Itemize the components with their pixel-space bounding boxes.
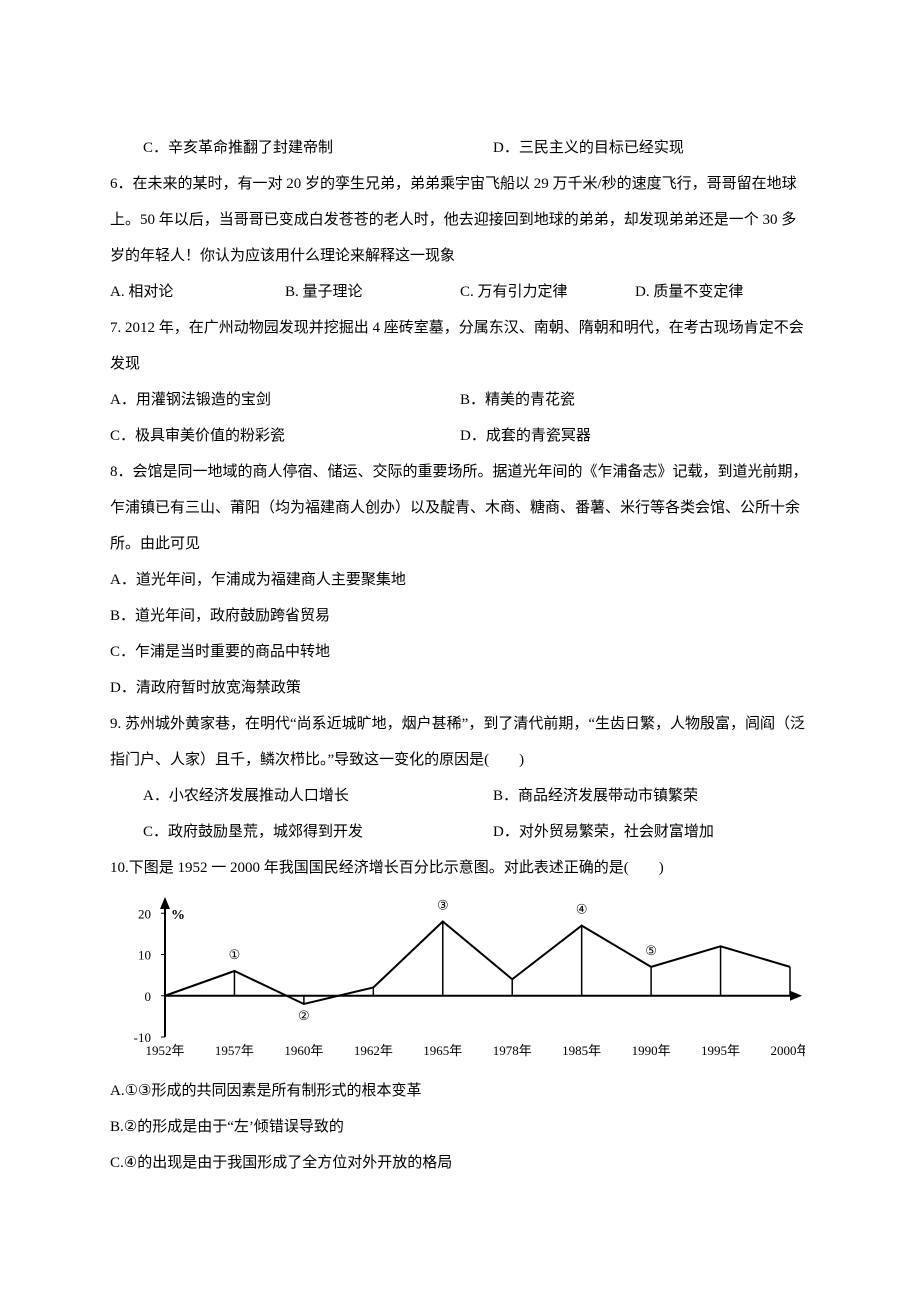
q7-option-c: C．极具审美价值的粉彩瓷 xyxy=(110,418,460,454)
q9-stem: 9. 苏州城外黄家巷，在明代“尚系近城旷地，烟户甚稀”，到了清代前期，“生齿日繁… xyxy=(110,706,810,778)
q7-options-row1: A．用灌钢法锻造的宝剑 B．精美的青花瓷 xyxy=(110,382,810,418)
q9-option-c: C．政府鼓励垦荒，城郊得到开发 xyxy=(110,814,460,850)
q9-options-row1: A．小农经济发展推动人口增长 B．商品经济发展带动市镇繁荣 xyxy=(110,778,810,814)
svg-text:1978年: 1978年 xyxy=(493,1043,532,1058)
svg-text:1985年: 1985年 xyxy=(562,1043,601,1058)
q7-stem: 7. 2012 年，在广州动物园发现并挖掘出 4 座砖室墓，分属东汉、南朝、隋朝… xyxy=(110,310,810,382)
q6-stem: 6．在未来的某时，有一对 20 岁的孪生兄弟，弟弟乘宇宙飞船以 29 万千米/秒… xyxy=(110,166,810,274)
q10-option-a: A.①③形成的共同因素是所有制形式的根本变革 xyxy=(110,1073,810,1109)
economy-chart: -1001020%①②③④⑤1952年1957年1960年1962年1965年1… xyxy=(110,890,805,1065)
q7-option-d: D．成套的青瓷冥器 xyxy=(460,418,810,454)
q7-option-b: B．精美的青花瓷 xyxy=(460,382,810,418)
q6-option-b: B. 量子理论 xyxy=(285,274,460,310)
q6-option-a: A. 相对论 xyxy=(110,274,285,310)
svg-text:0: 0 xyxy=(145,989,152,1004)
svg-text:1952年: 1952年 xyxy=(145,1043,184,1058)
q9-option-d: D．对外贸易繁荣，社会财富增加 xyxy=(460,814,810,850)
q9-option-a: A．小农经济发展推动人口增长 xyxy=(110,778,460,814)
q10-stem: 10.下图是 1952 一 2000 年我国国民经济增长百分比示意图。对此表述正… xyxy=(110,850,810,886)
q5-option-d: D．三民主义的目标已经实现 xyxy=(460,130,810,166)
svg-text:1960年: 1960年 xyxy=(284,1043,323,1058)
svg-text:20: 20 xyxy=(138,906,151,921)
q6-option-c: C. 万有引力定律 xyxy=(460,274,635,310)
q8-option-d: D．清政府暂时放宽海禁政策 xyxy=(110,670,810,706)
svg-text:②: ② xyxy=(298,1008,310,1023)
svg-text:1995年: 1995年 xyxy=(701,1043,740,1058)
q7-option-a: A．用灌钢法锻造的宝剑 xyxy=(110,382,460,418)
q8-option-a: A．道光年间，乍浦成为福建商人主要聚集地 xyxy=(110,562,810,598)
q10-option-b: B.②的形成是由于“左’倾错误导致的 xyxy=(110,1109,810,1145)
svg-text:③: ③ xyxy=(437,898,449,913)
economy-chart-svg: -1001020%①②③④⑤1952年1957年1960年1962年1965年1… xyxy=(110,890,805,1065)
q9-options-row2: C．政府鼓励垦荒，城郊得到开发 D．对外贸易繁荣，社会财富增加 xyxy=(110,814,810,850)
svg-text:⑤: ⑤ xyxy=(645,943,657,958)
svg-text:2000年: 2000年 xyxy=(770,1043,805,1058)
svg-text:1965年: 1965年 xyxy=(423,1043,462,1058)
q7-options-row2: C．极具审美价值的粉彩瓷 D．成套的青瓷冥器 xyxy=(110,418,810,454)
q6-options-row: A. 相对论 B. 量子理论 C. 万有引力定律 D. 质量不变定律 xyxy=(110,274,810,310)
q6-option-d: D. 质量不变定律 xyxy=(635,274,810,310)
q5-options-row: C．辛亥革命推翻了封建帝制 D．三民主义的目标已经实现 xyxy=(110,130,810,166)
q8-option-c: C．乍浦是当时重要的商品中转地 xyxy=(110,634,810,670)
svg-text:1990年: 1990年 xyxy=(632,1043,671,1058)
svg-text:%: % xyxy=(171,908,185,923)
q8-stem: 8．会馆是同一地域的商人停宿、储运、交际的重要场所。据道光年间的《乍浦备志》记载… xyxy=(110,454,810,562)
q5-option-c: C．辛亥革命推翻了封建帝制 xyxy=(110,130,460,166)
document-page: C．辛亥革命推翻了封建帝制 D．三民主义的目标已经实现 6．在未来的某时，有一对… xyxy=(0,0,920,1221)
svg-text:1962年: 1962年 xyxy=(354,1043,393,1058)
svg-text:①: ① xyxy=(229,947,241,962)
svg-text:10: 10 xyxy=(138,948,151,963)
svg-text:④: ④ xyxy=(576,902,588,917)
q8-option-b: B．道光年间，政府鼓励跨省贸易 xyxy=(110,598,810,634)
q10-option-c: C.④的出现是由于我国形成了全方位对外开放的格局 xyxy=(110,1145,810,1181)
q9-option-b: B．商品经济发展带动市镇繁荣 xyxy=(460,778,810,814)
svg-text:1957年: 1957年 xyxy=(215,1043,254,1058)
